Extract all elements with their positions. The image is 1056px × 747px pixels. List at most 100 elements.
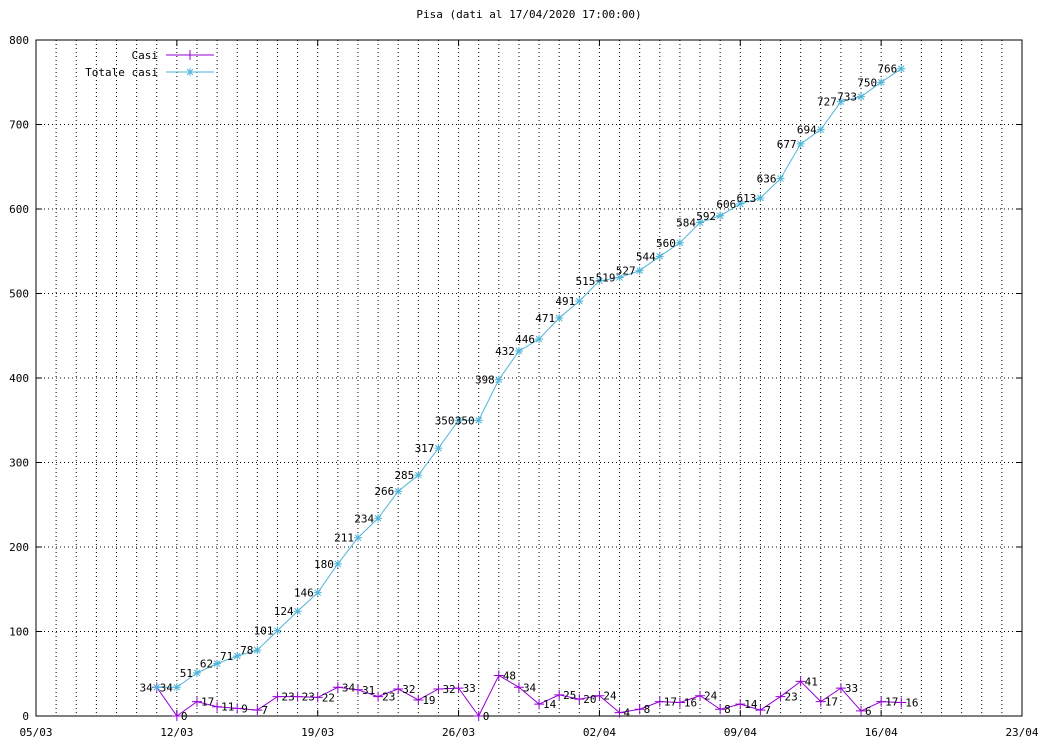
data-point — [191, 696, 202, 707]
data-label: 519 — [596, 271, 616, 284]
data-label: 23 — [302, 691, 315, 704]
data-point — [776, 174, 785, 183]
data-label: 606 — [716, 198, 736, 211]
data-point — [555, 314, 564, 323]
data-label: 733 — [837, 91, 857, 104]
data-label: 32 — [402, 683, 415, 696]
legend-marker — [186, 68, 194, 76]
data-label: 544 — [636, 250, 656, 263]
data-point — [212, 701, 223, 712]
data-point — [795, 676, 806, 687]
data-label: 17 — [885, 696, 898, 709]
data-point — [293, 607, 302, 616]
data-label: 11 — [221, 701, 234, 714]
data-point — [252, 705, 263, 716]
data-point — [292, 691, 303, 702]
data-label: 34 — [139, 681, 153, 694]
data-point — [233, 652, 242, 661]
data-point — [434, 444, 443, 453]
data-point — [232, 703, 243, 714]
data-label: 8 — [724, 703, 731, 716]
data-label: 146 — [294, 587, 314, 600]
data-label: 71 — [220, 650, 233, 663]
data-label: 350 — [435, 414, 455, 427]
y-tick-label: 100 — [9, 626, 29, 639]
data-label: 17 — [664, 696, 677, 709]
data-label: 33 — [463, 682, 476, 695]
data-label: 727 — [817, 96, 837, 109]
data-label: 78 — [240, 644, 253, 657]
data-label: 584 — [676, 217, 696, 230]
data-point — [594, 690, 605, 701]
data-label: 24 — [704, 690, 718, 703]
data-label: 24 — [603, 690, 617, 703]
data-point — [494, 375, 503, 384]
data-label: 0 — [181, 710, 188, 723]
y-tick-label: 500 — [9, 288, 29, 301]
data-point — [634, 704, 645, 715]
data-label: 23 — [382, 691, 395, 704]
data-label: 0 — [483, 710, 490, 723]
data-label: 33 — [845, 682, 858, 695]
data-label: 16 — [684, 696, 697, 709]
data-label: 636 — [757, 173, 777, 186]
data-point — [353, 533, 362, 542]
data-point — [835, 683, 846, 694]
data-point — [815, 696, 826, 707]
data-point — [655, 252, 664, 261]
data-point — [333, 559, 342, 568]
data-label: 8 — [644, 703, 651, 716]
data-point — [756, 194, 765, 203]
data-label: 4 — [624, 707, 631, 720]
data-label: 32 — [442, 683, 455, 696]
y-tick-label: 700 — [9, 119, 29, 132]
data-label: 317 — [415, 442, 435, 455]
legend: Casi Totale casi — [85, 49, 214, 79]
data-label: 34 — [342, 681, 356, 694]
data-point — [453, 683, 464, 694]
data-label: 266 — [374, 485, 394, 498]
data-point — [313, 588, 322, 597]
data-label: 14 — [744, 698, 758, 711]
data-label: 613 — [737, 192, 757, 205]
y-tick-label: 800 — [9, 34, 29, 47]
data-point — [696, 218, 705, 227]
data-point — [172, 683, 181, 692]
data-point — [896, 697, 907, 708]
x-tick-label: 23/04 — [1005, 726, 1038, 739]
data-label: 124 — [274, 605, 294, 618]
data-point — [876, 696, 887, 707]
data-point — [715, 704, 726, 715]
legend-marker — [185, 50, 195, 60]
data-point — [695, 690, 706, 701]
data-point — [513, 682, 524, 693]
data-point — [473, 711, 484, 721]
data-label: 48 — [503, 669, 516, 682]
data-point — [735, 699, 746, 710]
data-label: 9 — [241, 702, 248, 715]
y-tick-label: 200 — [9, 541, 29, 554]
data-point — [534, 699, 545, 710]
data-point — [332, 682, 343, 693]
data-point — [857, 92, 866, 101]
data-point — [213, 659, 222, 668]
data-label: 677 — [777, 138, 797, 151]
data-point — [272, 691, 283, 702]
data-label: 285 — [394, 469, 414, 482]
data-label: 20 — [583, 693, 596, 706]
data-point — [474, 416, 483, 425]
data-point — [171, 711, 182, 721]
data-point — [595, 276, 604, 285]
data-point — [192, 668, 201, 677]
data-point — [535, 335, 544, 344]
grid — [36, 40, 1022, 716]
data-point — [836, 97, 845, 106]
data-point — [796, 139, 805, 148]
legend-label: Totale casi — [85, 66, 158, 79]
data-point — [877, 78, 886, 87]
data-point — [736, 199, 745, 208]
x-tick-label: 05/03 — [19, 726, 52, 739]
